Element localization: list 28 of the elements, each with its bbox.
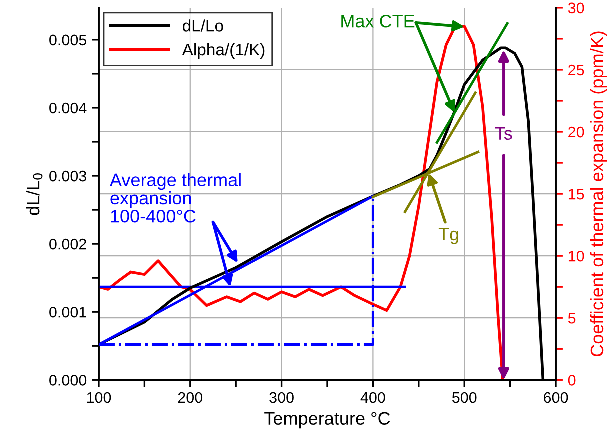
x-tick-label: 600 (544, 392, 568, 404)
y-axis-title: dL/L$_{0}$ (26, 173, 43, 216)
x-tick-label: 300 (270, 392, 294, 404)
legend-label: Alpha/(1/K) (182, 43, 265, 60)
x-tick-label: 200 (178, 392, 203, 404)
y-tick-label: 0.005 (50, 34, 87, 46)
annotation: Tg (438, 228, 458, 244)
x-tick-label: 500 (452, 392, 477, 404)
y-tick-label: 0.004 (50, 102, 87, 114)
y2-tick-label: 10 (568, 250, 584, 262)
y2-tick-label: 20 (568, 126, 584, 138)
annotation: Ts (495, 127, 512, 140)
y2-axis-title: Coefficient of thermal expansion (ppm/K) (590, 32, 608, 357)
y2-tick-label: 5 (568, 313, 576, 324)
y-tick-label: 0.002 (50, 238, 86, 250)
x-tick-label: 100 (87, 392, 112, 404)
y2-tick-label: 30 (568, 2, 584, 14)
y-tick-label: 0.003 (50, 170, 87, 182)
y2-tick-label: 0 (568, 375, 576, 386)
x-tick-label: 400 (360, 392, 386, 404)
legend-label: dL/Lo (183, 20, 224, 32)
y2-tick-label: 15 (568, 189, 584, 200)
y-tick-label: 0.000 (50, 375, 87, 386)
x-axis-title: Temperature °C (264, 412, 390, 429)
annotation: Average thermal expansion 100-400°C (110, 173, 241, 223)
annotation: Max CTE (342, 14, 415, 28)
y2-tick-label: 25 (568, 64, 584, 76)
y-tick-label: 0.001 (50, 306, 86, 318)
